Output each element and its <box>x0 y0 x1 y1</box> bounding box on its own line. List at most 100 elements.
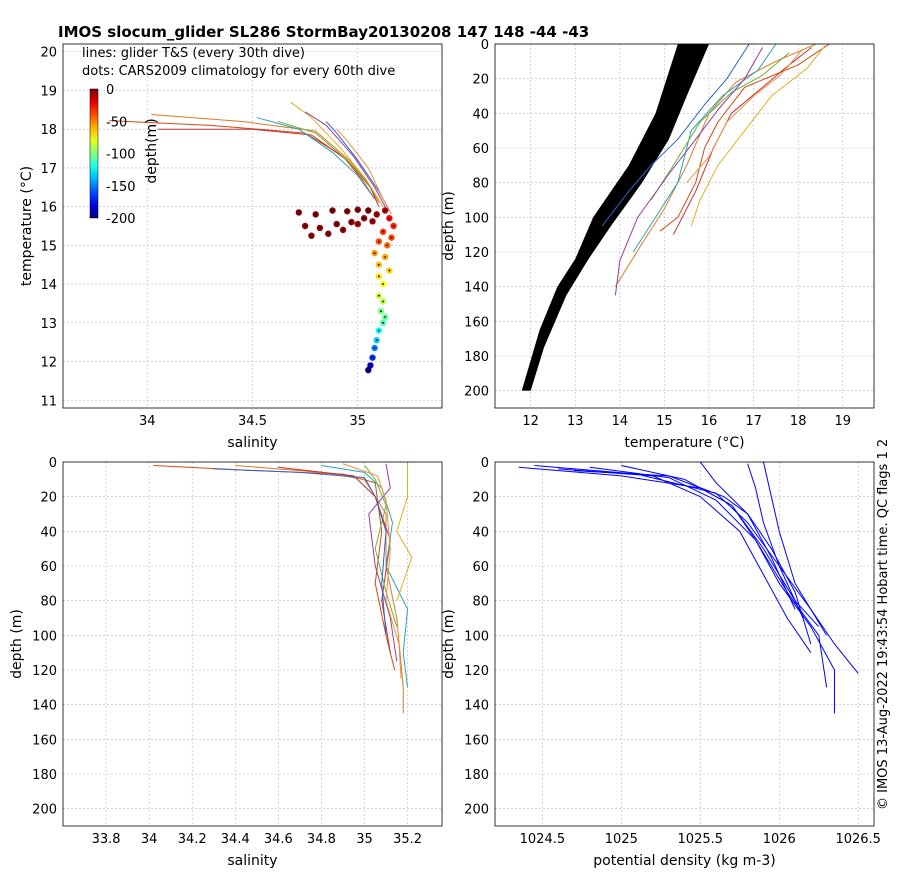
series-line-4 <box>277 120 384 207</box>
climatology-dot-center <box>356 223 359 225</box>
climatology-dot-center <box>377 329 380 332</box>
y-tick-label: 120 <box>464 246 489 261</box>
y-axis-label: temperature (°C) <box>19 166 35 286</box>
plot-area <box>518 462 859 714</box>
plot-area <box>521 44 830 391</box>
x-axis-label: temperature (°C) <box>624 435 744 451</box>
series-line-5 <box>396 462 413 601</box>
climatology-dot-center <box>346 210 349 213</box>
axes-frame <box>62 461 443 827</box>
x-tick-label: 14 <box>612 414 629 429</box>
climatology-dot-center <box>384 256 387 258</box>
series-line-0 <box>153 464 396 671</box>
y-tick-label: 40 <box>472 107 489 122</box>
y-tick-label: 180 <box>464 768 489 783</box>
climatology-dot-center <box>377 275 380 278</box>
y-tick-label: 80 <box>40 595 57 610</box>
plot-area <box>109 101 397 374</box>
y-tick-label: 160 <box>464 733 489 748</box>
y-tick-label: 80 <box>472 595 489 610</box>
x-tick-label: 35.2 <box>393 832 422 847</box>
colorbar-tick-label: -50 <box>106 115 127 130</box>
series-line-7 <box>601 44 750 227</box>
axes-frame <box>494 43 875 409</box>
y-tick-label: 12 <box>40 356 57 371</box>
y-tick-label: 11 <box>40 394 57 409</box>
y-tick-label: 60 <box>472 142 489 157</box>
legend-line-1: lines: glider T&S (every 30th dive) <box>82 46 305 61</box>
axes-frame <box>62 43 443 409</box>
y-tick-label: 14 <box>40 278 57 293</box>
series-line-8 <box>686 48 804 183</box>
climatology-dot-center <box>382 300 384 303</box>
y-tick-label: 200 <box>464 385 489 400</box>
colorbar-tick-label: -150 <box>106 180 136 195</box>
series-line-4 <box>364 465 398 627</box>
y-tick-label: 180 <box>464 350 489 365</box>
climatology-dot-center <box>377 240 380 243</box>
climatology-dot-center <box>327 232 330 235</box>
climatology-dot-center <box>356 208 359 211</box>
climatology-dot-center <box>382 321 384 324</box>
figure-title: IMOS slocum_glider SL286 StormBay2013020… <box>58 23 589 41</box>
y-tick-label: 100 <box>464 211 489 226</box>
climatology-dot-center <box>310 234 313 237</box>
climatology-dot-center <box>314 213 317 216</box>
x-tick-label: 1026 <box>763 832 796 847</box>
climatology-dot-center <box>382 283 384 285</box>
climatology-dot-center <box>384 316 387 318</box>
series-line-1 <box>534 464 859 674</box>
climatology-dot-center <box>384 209 387 212</box>
y-tick-label: 200 <box>464 803 489 818</box>
climatology-dot-center <box>386 244 389 247</box>
series-line-7 <box>213 468 387 636</box>
x-tick-label: 12 <box>522 414 539 429</box>
series-line-0 <box>518 466 836 714</box>
y-tick-label: 140 <box>464 699 489 714</box>
y-tick-label: 120 <box>464 664 489 679</box>
climatology-dot-center <box>331 209 334 212</box>
y-tick-label: 200 <box>32 803 57 818</box>
climatology-dot-center <box>318 227 321 229</box>
climatology-dot-center <box>373 347 376 349</box>
y-tick-label: 0 <box>481 38 489 53</box>
climatology-dot-center <box>304 225 307 227</box>
y-tick-label: 60 <box>40 560 57 575</box>
x-tick-label: 33.8 <box>92 832 121 847</box>
climatology-dot-center <box>367 209 370 212</box>
series-line-3 <box>589 466 828 688</box>
x-tick-label: 1026.5 <box>835 832 881 847</box>
colorbar-label: depth(m) <box>144 118 160 183</box>
climatology-dot-center <box>388 269 391 272</box>
climatology-dot-center <box>371 220 374 223</box>
climatology-dot-center <box>388 217 391 220</box>
series-line-3 <box>321 464 409 688</box>
panel-temp-depth: 12 13 14 15 16 17 18 19 0 20 40 60 80 100 120 140 160 180… <box>441 38 875 451</box>
y-tick-label: 19 <box>40 84 57 99</box>
climatology-dot-center <box>377 263 380 266</box>
x-tick-label: 18 <box>790 414 807 429</box>
x-tick-label: 34.4 <box>221 832 250 847</box>
y-tick-label: 100 <box>464 629 489 644</box>
climatology-dot-center <box>367 369 370 371</box>
y-axis-label: depth (m) <box>441 191 457 261</box>
x-tick-label: 34 <box>139 414 156 429</box>
y-tick-label: 17 <box>40 162 57 177</box>
x-tick-label: 1025.5 <box>678 832 724 847</box>
x-tick-label: 16 <box>701 414 718 429</box>
series-line-8 <box>342 463 402 679</box>
climatology-dot-center <box>377 294 380 297</box>
y-tick-label: 140 <box>32 699 57 714</box>
series-line-4 <box>621 464 820 628</box>
series-line-6 <box>368 463 398 662</box>
climatology-dot-center <box>342 228 344 231</box>
x-tick-label: 34 <box>141 832 158 847</box>
series-line-0 <box>109 120 376 200</box>
x-tick-label: 19 <box>835 414 852 429</box>
y-tick-label: 180 <box>32 768 57 783</box>
series-line-2 <box>278 466 391 653</box>
y-axis-label: depth (m) <box>441 609 457 679</box>
y-tick-label: 15 <box>40 239 57 254</box>
x-axis-label: potential density (kg m-3) <box>593 853 775 869</box>
